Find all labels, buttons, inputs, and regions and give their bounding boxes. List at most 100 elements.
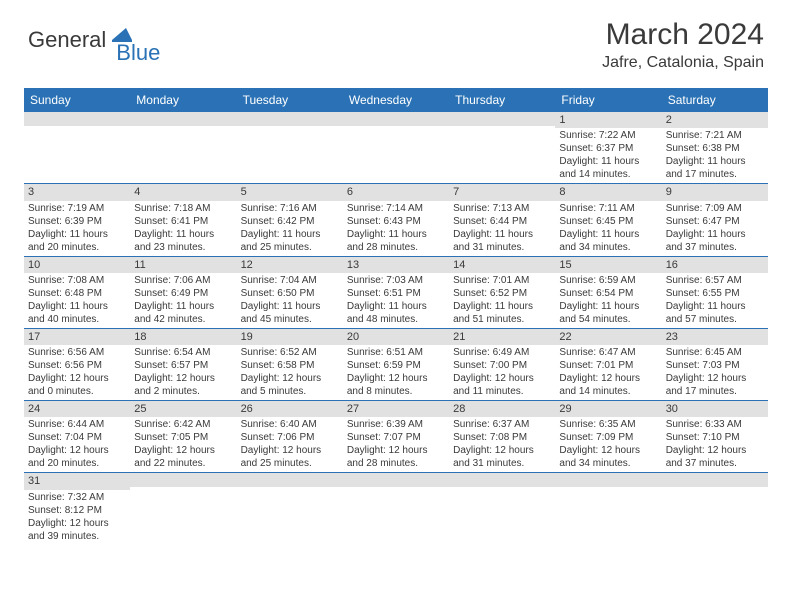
daylight-text: and 31 minutes. [453, 241, 551, 254]
daylight-text: and 25 minutes. [241, 457, 339, 470]
sunset-text: Sunset: 7:09 PM [559, 431, 657, 444]
calendar-day: 15Sunrise: 6:59 AMSunset: 6:54 PMDayligh… [555, 257, 661, 328]
sunset-text: Sunset: 7:01 PM [559, 359, 657, 372]
day-number: 2 [662, 112, 768, 128]
day-details: Sunrise: 6:47 AMSunset: 7:01 PMDaylight:… [555, 345, 661, 400]
sunset-text: Sunset: 8:12 PM [28, 504, 126, 517]
calendar-day: 21Sunrise: 6:49 AMSunset: 7:00 PMDayligh… [449, 329, 555, 400]
calendar-day: 18Sunrise: 6:54 AMSunset: 6:57 PMDayligh… [130, 329, 236, 400]
calendar-day: 20Sunrise: 6:51 AMSunset: 6:59 PMDayligh… [343, 329, 449, 400]
day-number: 26 [237, 401, 343, 417]
day-number: 6 [343, 184, 449, 200]
calendar-week: 1Sunrise: 7:22 AMSunset: 6:37 PMDaylight… [24, 112, 768, 184]
daylight-text: and 20 minutes. [28, 457, 126, 470]
weeks-container: 1Sunrise: 7:22 AMSunset: 6:37 PMDaylight… [24, 112, 768, 545]
sunrise-text: Sunrise: 6:37 AM [453, 418, 551, 431]
calendar-day: 13Sunrise: 7:03 AMSunset: 6:51 PMDayligh… [343, 257, 449, 328]
sunset-text: Sunset: 6:42 PM [241, 215, 339, 228]
day-details: Sunrise: 6:42 AMSunset: 7:05 PMDaylight:… [130, 417, 236, 472]
daylight-text: and 25 minutes. [241, 241, 339, 254]
calendar-day: 4Sunrise: 7:18 AMSunset: 6:41 PMDaylight… [130, 184, 236, 255]
calendar-day-empty [662, 473, 768, 544]
daylight-text: and 28 minutes. [347, 241, 445, 254]
daylight-text: Daylight: 12 hours [134, 444, 232, 457]
calendar-day-empty [343, 473, 449, 544]
logo-text-blue: Blue [116, 40, 160, 66]
calendar-day: 2Sunrise: 7:21 AMSunset: 6:38 PMDaylight… [662, 112, 768, 183]
sunrise-text: Sunrise: 7:22 AM [559, 129, 657, 142]
day-number-empty [343, 112, 449, 126]
day-number: 11 [130, 257, 236, 273]
sunset-text: Sunset: 6:52 PM [453, 287, 551, 300]
daylight-text: Daylight: 11 hours [241, 300, 339, 313]
day-details: Sunrise: 6:54 AMSunset: 6:57 PMDaylight:… [130, 345, 236, 400]
day-number: 7 [449, 184, 555, 200]
daylight-text: and 39 minutes. [28, 530, 126, 543]
day-details: Sunrise: 6:56 AMSunset: 6:56 PMDaylight:… [24, 345, 130, 400]
day-details: Sunrise: 7:16 AMSunset: 6:42 PMDaylight:… [237, 201, 343, 256]
daylight-text: and 57 minutes. [666, 313, 764, 326]
sunrise-text: Sunrise: 6:42 AM [134, 418, 232, 431]
daylight-text: Daylight: 12 hours [453, 444, 551, 457]
day-number: 23 [662, 329, 768, 345]
calendar-day: 27Sunrise: 6:39 AMSunset: 7:07 PMDayligh… [343, 401, 449, 472]
weekday-header: Thursday [449, 88, 555, 112]
calendar-day: 7Sunrise: 7:13 AMSunset: 6:44 PMDaylight… [449, 184, 555, 255]
sunrise-text: Sunrise: 6:47 AM [559, 346, 657, 359]
day-details: Sunrise: 7:01 AMSunset: 6:52 PMDaylight:… [449, 273, 555, 328]
day-number-empty [24, 112, 130, 126]
daylight-text: and 0 minutes. [28, 385, 126, 398]
sunset-text: Sunset: 7:00 PM [453, 359, 551, 372]
calendar-day: 5Sunrise: 7:16 AMSunset: 6:42 PMDaylight… [237, 184, 343, 255]
daylight-text: Daylight: 12 hours [134, 372, 232, 385]
daylight-text: Daylight: 11 hours [347, 228, 445, 241]
day-details: Sunrise: 7:13 AMSunset: 6:44 PMDaylight:… [449, 201, 555, 256]
sunrise-text: Sunrise: 6:49 AM [453, 346, 551, 359]
daylight-text: Daylight: 11 hours [28, 300, 126, 313]
daylight-text: Daylight: 11 hours [28, 228, 126, 241]
day-number-empty [130, 112, 236, 126]
sunset-text: Sunset: 7:08 PM [453, 431, 551, 444]
daylight-text: and 48 minutes. [347, 313, 445, 326]
daylight-text: Daylight: 11 hours [666, 300, 764, 313]
sunrise-text: Sunrise: 7:13 AM [453, 202, 551, 215]
day-details: Sunrise: 6:37 AMSunset: 7:08 PMDaylight:… [449, 417, 555, 472]
weekday-header: Saturday [662, 88, 768, 112]
day-details: Sunrise: 6:44 AMSunset: 7:04 PMDaylight:… [24, 417, 130, 472]
day-number: 22 [555, 329, 661, 345]
daylight-text: and 37 minutes. [666, 241, 764, 254]
day-details: Sunrise: 6:59 AMSunset: 6:54 PMDaylight:… [555, 273, 661, 328]
sunrise-text: Sunrise: 7:01 AM [453, 274, 551, 287]
day-number: 24 [24, 401, 130, 417]
daylight-text: Daylight: 12 hours [347, 372, 445, 385]
day-details: Sunrise: 7:03 AMSunset: 6:51 PMDaylight:… [343, 273, 449, 328]
day-number: 19 [237, 329, 343, 345]
day-number: 16 [662, 257, 768, 273]
daylight-text: and 20 minutes. [28, 241, 126, 254]
calendar-day: 10Sunrise: 7:08 AMSunset: 6:48 PMDayligh… [24, 257, 130, 328]
sunrise-text: Sunrise: 6:35 AM [559, 418, 657, 431]
sunrise-text: Sunrise: 6:45 AM [666, 346, 764, 359]
calendar-day-empty [130, 112, 236, 183]
calendar-day: 19Sunrise: 6:52 AMSunset: 6:58 PMDayligh… [237, 329, 343, 400]
day-details: Sunrise: 6:33 AMSunset: 7:10 PMDaylight:… [662, 417, 768, 472]
day-details: Sunrise: 7:14 AMSunset: 6:43 PMDaylight:… [343, 201, 449, 256]
calendar-week: 24Sunrise: 6:44 AMSunset: 7:04 PMDayligh… [24, 401, 768, 473]
day-number: 14 [449, 257, 555, 273]
sunset-text: Sunset: 7:05 PM [134, 431, 232, 444]
daylight-text: and 11 minutes. [453, 385, 551, 398]
sunset-text: Sunset: 7:10 PM [666, 431, 764, 444]
day-number-empty [237, 112, 343, 126]
sunrise-text: Sunrise: 6:39 AM [347, 418, 445, 431]
day-number: 25 [130, 401, 236, 417]
daylight-text: Daylight: 12 hours [347, 444, 445, 457]
sunset-text: Sunset: 6:41 PM [134, 215, 232, 228]
day-number: 27 [343, 401, 449, 417]
sunset-text: Sunset: 6:57 PM [134, 359, 232, 372]
sunrise-text: Sunrise: 6:51 AM [347, 346, 445, 359]
day-number: 10 [24, 257, 130, 273]
calendar: Sunday Monday Tuesday Wednesday Thursday… [24, 88, 768, 545]
sunset-text: Sunset: 6:48 PM [28, 287, 126, 300]
day-number: 15 [555, 257, 661, 273]
sunrise-text: Sunrise: 6:52 AM [241, 346, 339, 359]
